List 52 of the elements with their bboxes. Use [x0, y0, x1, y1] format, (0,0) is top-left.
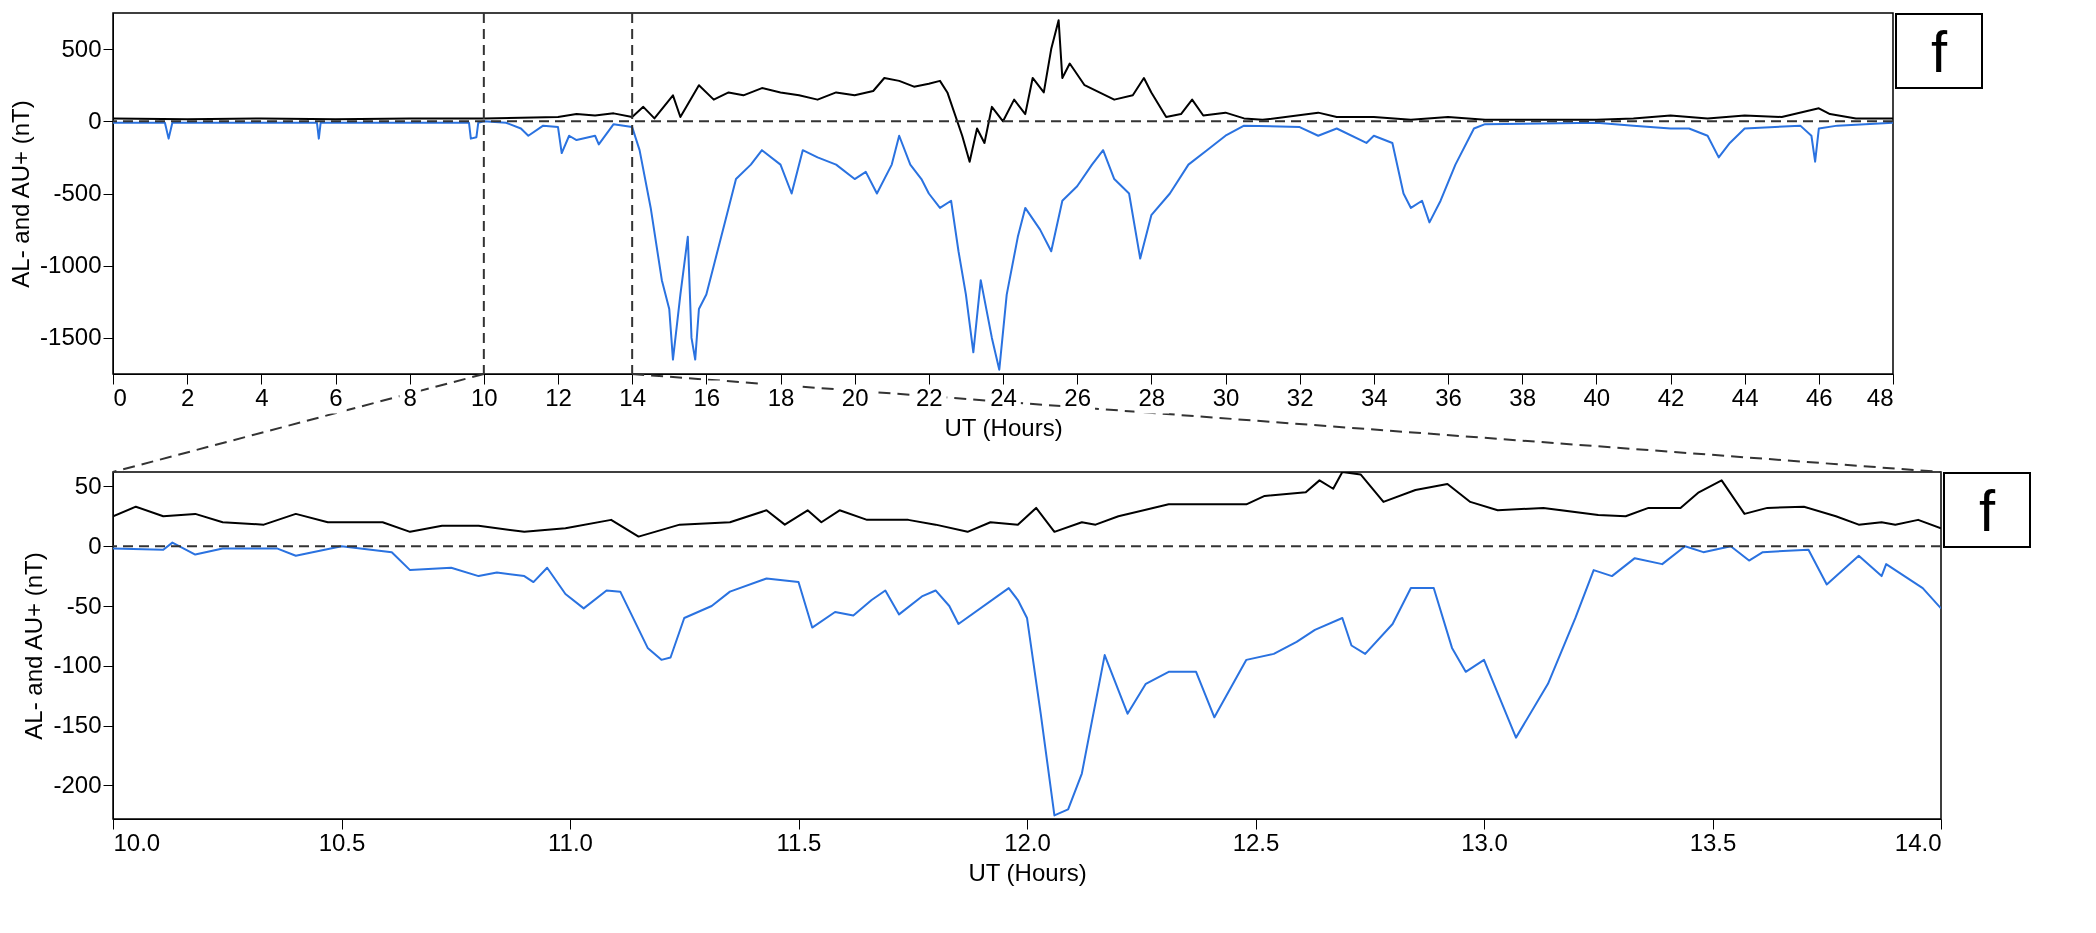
y-tick-label: -500 — [53, 179, 102, 206]
x-tick-label: 26 — [1064, 383, 1092, 411]
x-tick-label: 10 — [470, 383, 498, 411]
x-tick-label: 44 — [1731, 383, 1759, 411]
y-tick-label: -200 — [53, 771, 102, 798]
x-tick-label: 8 — [403, 383, 417, 411]
x-tick-label: 13.0 — [1461, 828, 1508, 856]
x-tick-label: 30 — [1212, 383, 1240, 411]
text: f — [1943, 472, 2031, 548]
x-tick-label: 0 — [113, 383, 127, 411]
x-tick-label: 2 — [180, 383, 195, 411]
y-tick-label: -150 — [53, 711, 102, 739]
x-tick-label: 42 — [1657, 383, 1685, 411]
y-tick-label: 500 — [61, 34, 102, 62]
x-tick-label: 16 — [693, 383, 721, 411]
x-tick-label: 12.5 — [1232, 828, 1280, 856]
x-tick-label: 10.5 — [318, 828, 366, 856]
y-tick-label: -1500 — [40, 323, 102, 351]
x-tick-label: 12 — [545, 383, 572, 411]
y-tick-label: -100 — [53, 651, 102, 679]
y-axis-title: AL- and AU+ (nT) — [20, 552, 48, 740]
line-series — [113, 120, 1893, 371]
y-tick-label: 0 — [88, 531, 102, 559]
x-tick-label: 48 — [1866, 383, 1894, 411]
x-tick-label: 38 — [1509, 383, 1537, 411]
x-tick-label: 24 — [990, 383, 1017, 411]
x-tick-label: 28 — [1138, 383, 1166, 411]
y-tick-label: 50 — [74, 471, 102, 499]
x-tick-label: 14 — [619, 383, 647, 411]
x-tick-label: 40 — [1583, 383, 1611, 411]
x-tick-label: 4 — [255, 383, 269, 411]
y-axis-title: AL- and AU+ (nT) — [7, 100, 35, 288]
x-tick-label: 10.0 — [113, 828, 161, 856]
x-axis-title: UT (Hours) — [944, 413, 1063, 441]
x-tick-label: 32 — [1286, 383, 1314, 411]
x-axis-title: UT (Hours) — [968, 858, 1087, 886]
text: f — [1895, 13, 1983, 89]
x-tick-label: 46 — [1805, 383, 1833, 411]
x-tick-label: 13.5 — [1689, 828, 1737, 856]
x-tick-label: 34 — [1360, 383, 1388, 411]
y-tick-label: 0 — [88, 106, 102, 134]
x-tick-label: 11.0 — [548, 828, 593, 856]
y-tick-label: -1000 — [40, 251, 102, 279]
x-tick-label: 20 — [841, 383, 869, 411]
x-tick-label: 11.5 — [776, 828, 822, 856]
x-tick-label: 18 — [767, 383, 795, 411]
x-tick-label: 22 — [915, 383, 943, 411]
y-tick-label: -50 — [66, 591, 102, 619]
x-tick-label: 36 — [1435, 383, 1462, 411]
x-tick-label: 14.0 — [1894, 828, 1942, 856]
x-tick-label: 6 — [329, 383, 343, 411]
x-tick-label: 12.0 — [1004, 828, 1051, 856]
